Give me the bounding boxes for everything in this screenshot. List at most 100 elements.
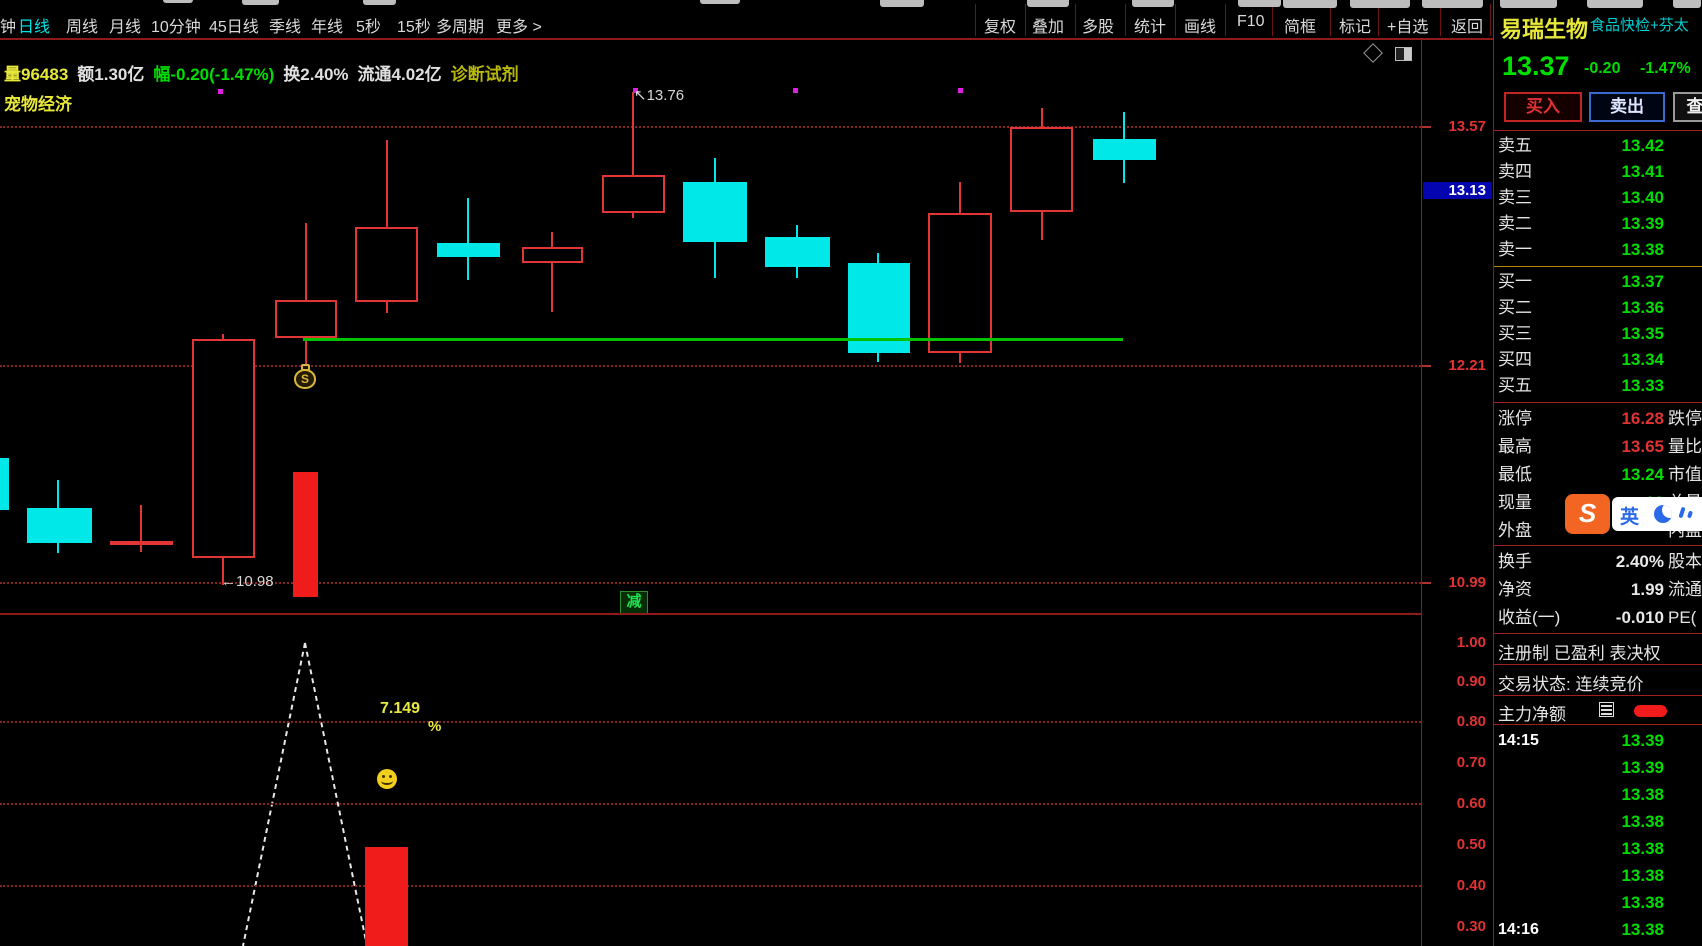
- tab-period-3[interactable]: 月线: [109, 19, 142, 36]
- low-price-annotation: ←10.98: [221, 573, 274, 590]
- price-change-percent: -1.47%: [1640, 60, 1691, 77]
- buy-label: 买一: [1498, 272, 1532, 291]
- quote-panel: 易瑞生物 食品快检+芬太 13.37 -0.20 -1.47% 买入 卖出 查 …: [1493, 0, 1702, 946]
- stat2-row-0: 换手 2.40% 股本: [1494, 548, 1702, 576]
- detail-list-icon[interactable]: [1599, 702, 1614, 717]
- stat-label2: 市值: [1668, 465, 1702, 484]
- menu-tool-6[interactable]: 简框: [1284, 19, 1317, 36]
- background-window-fragment: [163, 0, 193, 3]
- background-window-fragment: [1238, 0, 1281, 7]
- menu-divider: [1330, 4, 1331, 36]
- info-segment-line1-1: 额1.30亿: [77, 65, 145, 84]
- menu-tool-4[interactable]: 画线: [1184, 19, 1217, 36]
- menu-tool-7[interactable]: 标记: [1339, 19, 1372, 36]
- stat2-row-2: 收益(一) -0.010 PE(: [1494, 604, 1702, 632]
- menu-tool-8[interactable]: +自选: [1387, 19, 1429, 36]
- buy-button[interactable]: 买入: [1504, 92, 1582, 122]
- bid-ask-separator: [1494, 266, 1702, 267]
- buy-level-1[interactable]: 买一 13.37: [1494, 269, 1702, 295]
- sogou-logo-icon[interactable]: S: [1565, 494, 1610, 534]
- background-window-fragment: [880, 0, 924, 7]
- tab-period-2[interactable]: 周线: [66, 19, 99, 36]
- sell-label: 卖二: [1498, 214, 1532, 233]
- menu-divider: [975, 4, 976, 36]
- stat-label2: 跌停: [1668, 409, 1702, 428]
- moneybag-signal-icon: S: [294, 364, 316, 390]
- tab-period-0[interactable]: 钟: [0, 19, 17, 36]
- buy-level-3[interactable]: 买三 13.35: [1494, 321, 1702, 347]
- indicator-percent-label: %: [428, 718, 442, 735]
- axis-label-10.99: 10.99: [1448, 574, 1486, 591]
- query-button[interactable]: 查: [1673, 92, 1702, 122]
- sell-button[interactable]: 卖出: [1589, 92, 1665, 122]
- moon-mode-icon[interactable]: [1654, 505, 1672, 523]
- menu-divider: [1490, 4, 1491, 36]
- tab-period-8[interactable]: 5秒: [356, 19, 381, 36]
- diamond-marker-icon[interactable]: [1363, 43, 1383, 63]
- background-window-fragment: [363, 0, 396, 5]
- candle-body-13: [1010, 127, 1073, 212]
- buy-level-4[interactable]: 买四 13.34: [1494, 347, 1702, 373]
- tab-period-7[interactable]: 年线: [311, 19, 344, 36]
- candle-body-7: [522, 247, 583, 263]
- smiley-signal-icon: [377, 769, 397, 789]
- candle-wick-8: [632, 92, 634, 218]
- tab-period-9[interactable]: 15秒: [397, 19, 431, 36]
- sell-level-2[interactable]: 卖四 13.41: [1494, 159, 1702, 185]
- background-window-fragment: [1422, 0, 1483, 8]
- stock-name[interactable]: 易瑞生物: [1500, 17, 1589, 42]
- buy-label: 买五: [1498, 376, 1532, 395]
- ime-partial-icon: [1687, 510, 1693, 519]
- main-panel-red-bar: [293, 472, 318, 597]
- menu-tool-9[interactable]: 返回: [1451, 19, 1484, 36]
- sell-price: 13.42: [1621, 136, 1664, 155]
- menu-tool-3[interactable]: 统计: [1134, 19, 1167, 36]
- gridline-12.21: [0, 365, 1421, 367]
- listing-status-tags: 注册制 已盈利 表决权: [1498, 644, 1661, 663]
- sell-level-4[interactable]: 卖二 13.39: [1494, 211, 1702, 237]
- tab-period-10[interactable]: 多周期: [436, 19, 485, 36]
- ime-toolbar-overlay[interactable]: S 英: [1565, 494, 1702, 536]
- tab-period-4[interactable]: 10分钟: [151, 19, 201, 36]
- menu-tool-0[interactable]: 复权: [984, 19, 1017, 36]
- sub-indicator-chart[interactable]: 7.149 %: [0, 615, 1421, 946]
- split-window-icon[interactable]: [1395, 47, 1412, 61]
- background-window-fragment: [1673, 0, 1701, 8]
- buy-price: 13.33: [1621, 376, 1664, 395]
- tab-period-1[interactable]: 日线: [18, 19, 51, 36]
- stat-row-0: 涨停 16.28 跌停: [1494, 405, 1702, 433]
- main-candlestick-chart[interactable]: 量96483 额1.30亿 幅-0.20(-1.47%) 换2.40% 流通4.02亿诊…: [0, 40, 1421, 613]
- separator: [1494, 130, 1702, 131]
- menu-divider: [1272, 4, 1273, 36]
- stat-label: 涨停: [1498, 409, 1532, 428]
- tab-period-11[interactable]: 更多 >: [496, 19, 542, 36]
- tick-row-1: 13.39: [1494, 754, 1702, 781]
- tick-row-4: 13.38: [1494, 835, 1702, 862]
- tab-period-6[interactable]: 季线: [269, 19, 302, 36]
- sell-label: 卖四: [1498, 162, 1532, 181]
- menu-tool-2[interactable]: 多股: [1082, 19, 1115, 36]
- price-axis: 13.57 13.13 12.21 10.99 1.00 0.90 0.80 0.70 0.60…: [1421, 40, 1494, 946]
- info-segment-line1-3: 换2.40%: [283, 65, 349, 84]
- stock-concept-tags: 食品快检+芬太: [1590, 17, 1689, 34]
- background-window-fragment: [1027, 0, 1069, 7]
- sell-level-5[interactable]: 卖一 13.38: [1494, 237, 1702, 263]
- axis-tick: [1422, 365, 1431, 367]
- menu-tool-5[interactable]: F10: [1237, 13, 1265, 30]
- tab-period-5[interactable]: 45日线: [209, 19, 259, 36]
- sell-level-1[interactable]: 卖五 13.42: [1494, 133, 1702, 159]
- candle-body-14: [1093, 139, 1156, 160]
- sub-axis-label-0.90: 0.90: [1456, 673, 1486, 690]
- ime-language-indicator[interactable]: 英: [1620, 507, 1640, 528]
- buy-label: 买四: [1498, 350, 1532, 369]
- sell-price: 13.40: [1621, 188, 1664, 207]
- buy-level-5[interactable]: 买五 13.33: [1494, 373, 1702, 399]
- candle-body-8: [602, 175, 665, 213]
- sub-axis-label-0.60: 0.60: [1456, 795, 1486, 812]
- menu-tool-1[interactable]: 叠加: [1032, 19, 1065, 36]
- buy-level-2[interactable]: 买二 13.36: [1494, 295, 1702, 321]
- sell-label: 卖五: [1498, 136, 1532, 155]
- ime-pill[interactable]: 英: [1612, 497, 1702, 531]
- candle-body-12: [928, 213, 992, 353]
- sell-level-3[interactable]: 卖三 13.40: [1494, 185, 1702, 211]
